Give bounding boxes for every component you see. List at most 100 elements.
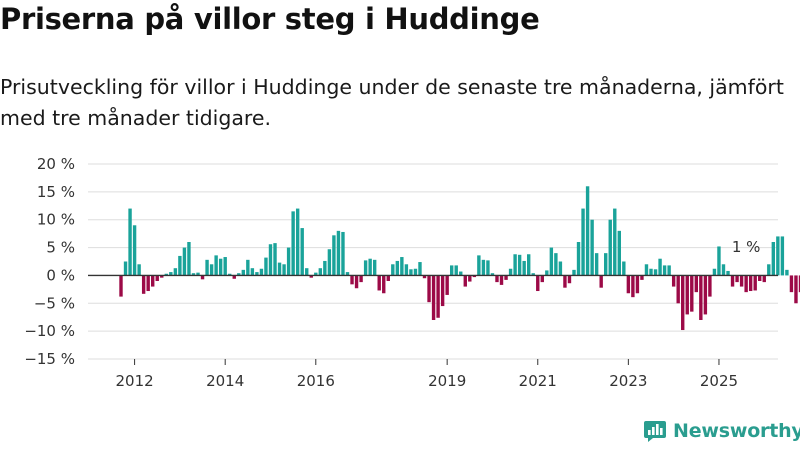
bar (739, 275, 744, 287)
bar (146, 275, 150, 292)
bar (685, 275, 689, 315)
bar (576, 242, 581, 276)
bar (151, 275, 155, 287)
bar (644, 264, 649, 276)
bar (137, 264, 141, 276)
x-tick-label: 2023 (609, 372, 647, 390)
bar (386, 275, 390, 281)
bar (789, 275, 794, 293)
annotations: 1 % (732, 238, 761, 256)
bar (314, 272, 318, 276)
bar (246, 259, 250, 276)
bar (617, 230, 621, 276)
bar (241, 269, 246, 276)
bar (409, 269, 413, 276)
bar (228, 273, 232, 276)
bar (359, 275, 363, 283)
x-tick-label: 2012 (115, 372, 153, 390)
bar (160, 275, 164, 278)
bar (517, 254, 522, 276)
bar (585, 186, 590, 276)
bar (300, 228, 304, 276)
x-tick-label: 2016 (297, 372, 335, 390)
x-tick-label: 2014 (206, 372, 244, 390)
bar (400, 257, 404, 276)
bar (336, 230, 341, 276)
bar (635, 275, 640, 294)
bar (200, 275, 205, 280)
bar (132, 225, 137, 276)
bar (626, 275, 631, 294)
bar (468, 275, 472, 282)
bar (667, 265, 671, 276)
y-tick-label: −10 % (24, 322, 75, 340)
bar (767, 264, 771, 276)
bar (703, 275, 708, 315)
bar (427, 275, 431, 303)
latest-value-annotation: 1 % (732, 238, 761, 256)
bar (237, 273, 241, 276)
bar (671, 275, 676, 287)
bar (368, 258, 372, 276)
bar (472, 275, 477, 278)
bar (531, 273, 535, 276)
bar (341, 231, 345, 276)
bar (377, 275, 381, 291)
bar (123, 261, 128, 276)
bar (712, 268, 717, 276)
bar (345, 272, 350, 276)
bars (119, 186, 800, 331)
newsworthy-logo-icon (644, 421, 666, 442)
bar (445, 275, 449, 295)
bar (527, 254, 531, 276)
bar (758, 275, 762, 281)
bar (776, 236, 780, 276)
bar (599, 275, 603, 288)
bar (449, 265, 454, 276)
bar (649, 268, 653, 276)
bar (391, 264, 395, 276)
bar (558, 261, 563, 276)
bar (495, 275, 499, 283)
bar (653, 269, 658, 276)
page-title: Priserna på villor steg i Huddinge (0, 2, 540, 36)
bar (490, 273, 495, 276)
bar (590, 219, 594, 276)
bar (622, 261, 626, 276)
x-tick-label: 2025 (700, 372, 738, 390)
bar (178, 255, 182, 276)
bar (753, 275, 757, 291)
bar (536, 275, 540, 292)
bar (413, 268, 418, 276)
bar (259, 268, 264, 276)
bar (681, 275, 685, 331)
bar (232, 275, 236, 279)
bar (191, 273, 196, 276)
bar (273, 243, 277, 276)
x-tick-label: 2021 (519, 372, 557, 390)
bar (218, 258, 223, 276)
y-tick-label: −15 % (24, 350, 75, 368)
bar (440, 275, 445, 307)
bar (187, 242, 191, 276)
bar (676, 275, 680, 304)
bar (604, 253, 608, 276)
bar (780, 236, 785, 276)
bar (794, 275, 798, 304)
y-tick-label: 5 % (46, 239, 75, 257)
x-axis-labels: 2012 2014 2016 2019 2021 2023 2025 (115, 359, 738, 390)
bar (372, 259, 377, 276)
bar (699, 275, 703, 320)
brand: Newsworthy (643, 419, 800, 443)
bar (318, 268, 323, 276)
bar (332, 235, 336, 276)
bar (798, 275, 800, 293)
bar (744, 275, 748, 293)
y-tick-label: 0 % (46, 266, 75, 284)
bar (748, 275, 753, 292)
bar (422, 275, 427, 279)
bar (477, 255, 481, 276)
bar (658, 258, 662, 276)
bar (164, 273, 168, 276)
bar (173, 268, 178, 276)
